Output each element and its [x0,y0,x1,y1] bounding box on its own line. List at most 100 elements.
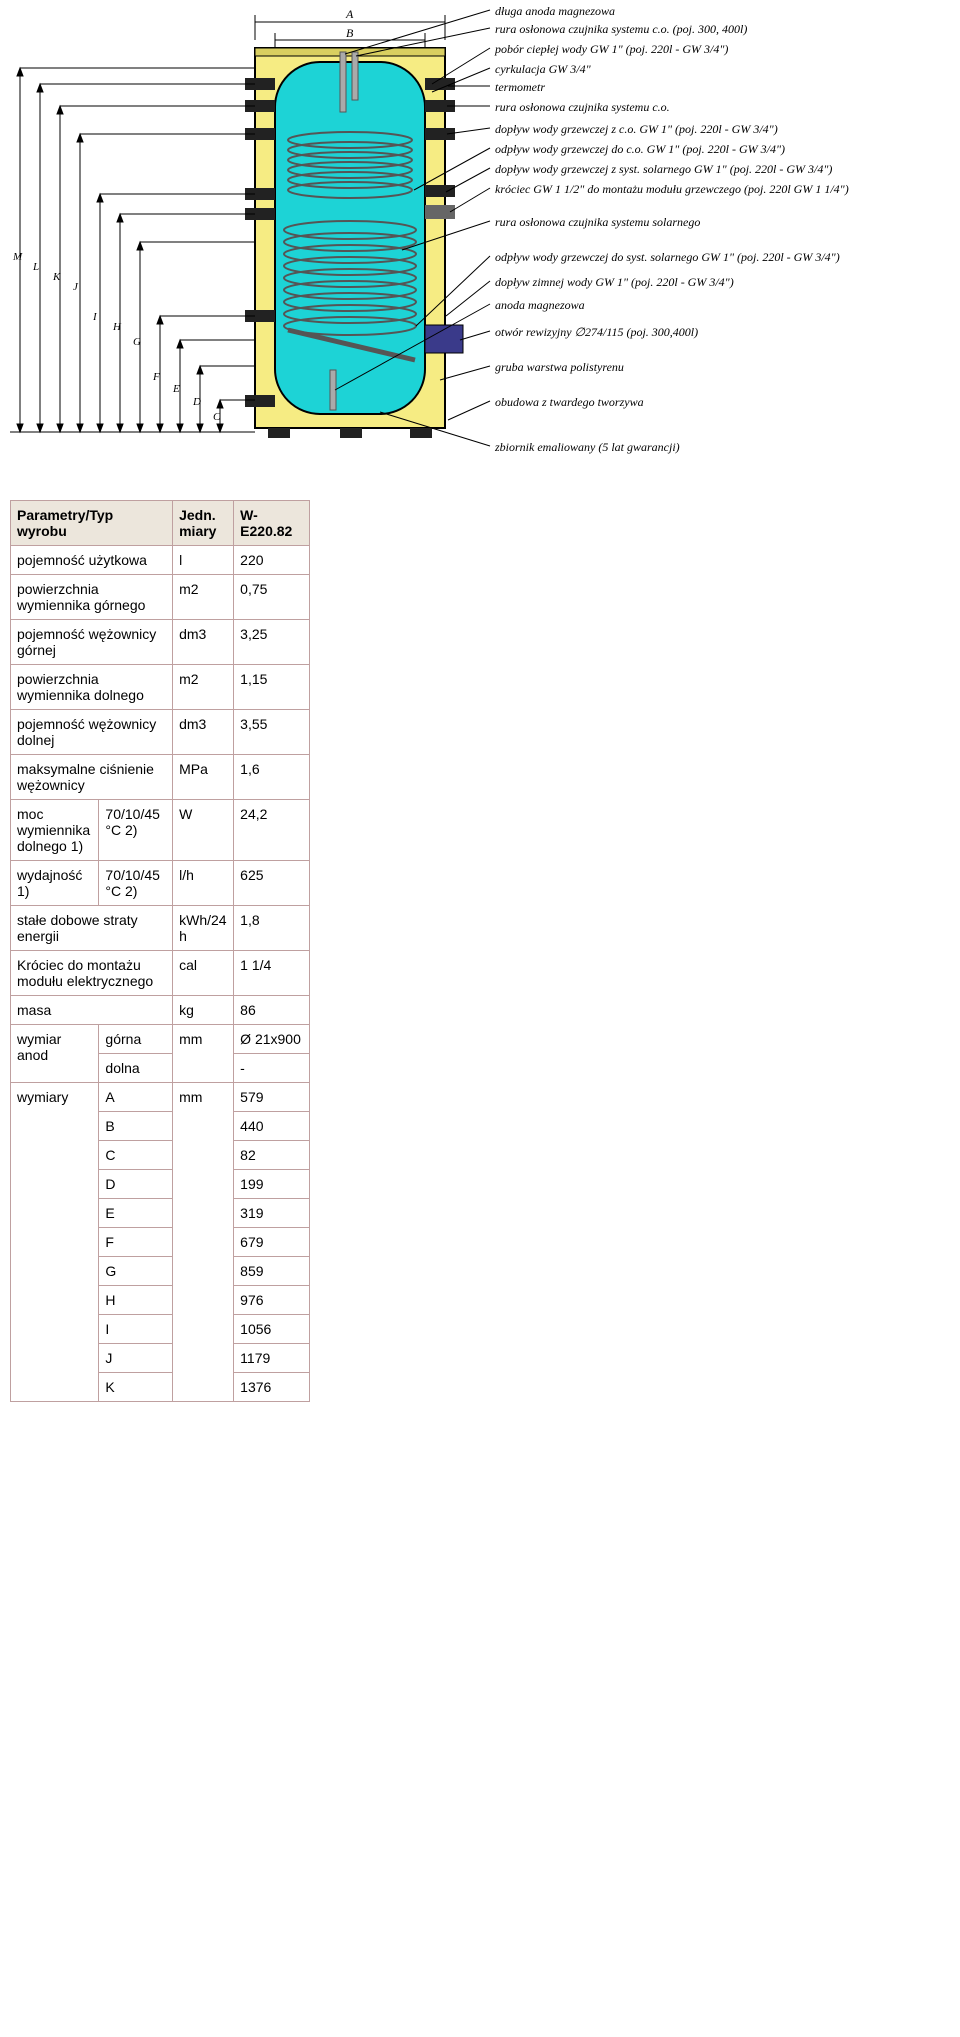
cell-label: stałe dobowe straty energii [11,906,173,951]
cell-label: pojemność użytkowa [11,546,173,575]
cell-unit: dm3 [173,620,234,665]
table-row: powierzchnia wymiennika górnegom20,75 [11,575,310,620]
callout-text: rura osłonowa czujnika systemu c.o. [495,100,670,115]
cell-cond: 70/10/45 °C 2) [99,800,173,861]
cell-sublabel: dolna [99,1054,173,1083]
callout-text: rura osłonowa czujnika systemu c.o. (poj… [495,22,747,37]
cell-label: pojemność wężownicy górnej [11,620,173,665]
cell-val: 3,25 [234,620,310,665]
table-row: wymiaryAmm579 [11,1083,310,1112]
table-row: Króciec do montażu modułu elektrycznegoc… [11,951,310,996]
header-unit: Jedn. miary [173,501,234,546]
tank-diagram-svg: A B [0,0,960,480]
table-row: wydajność 1) 70/10/45 °C 2) l/h 625 [11,861,310,906]
cell-val: 579 [234,1083,310,1112]
cell-val: 24,2 [234,800,310,861]
cell-label: maksymalne ciśnienie wężownicy [11,755,173,800]
cell-sublabel: E [99,1199,173,1228]
cell-unit: W [173,800,234,861]
cell-label: masa [11,996,173,1025]
table-header-row: Parametry/Typ wyrobu Jedn. miary W-E220.… [11,501,310,546]
cell-unit: l [173,546,234,575]
table-row: pojemność użytkowal220 [11,546,310,575]
callout-text: zbiornik emaliowany (5 lat gwarancji) [495,440,680,455]
callout-text: gruba warstwa polistyrenu [495,360,624,375]
spec-table-container: Parametry/Typ wyrobu Jedn. miary W-E220.… [10,500,960,1402]
callout-text: dopływ zimnej wody GW 1" (poj. 220l - GW… [495,275,734,290]
cell-sublabel: C [99,1141,173,1170]
cell-val: - [234,1054,310,1083]
callout-text: anoda magnezowa [495,298,585,313]
cell-unit: MPa [173,755,234,800]
cell-sublabel: J [99,1344,173,1373]
cell-val: 625 [234,861,310,906]
cell-val: 976 [234,1286,310,1315]
cell-sublabel: K [99,1373,173,1402]
callout-text: rura osłonowa czujnika systemu solarnego [495,215,700,230]
header-model: W-E220.82 [234,501,310,546]
cell-val: 1056 [234,1315,310,1344]
table-row: wymiar anodgórnammØ 21x900 [11,1025,310,1054]
cell-unit: l/h [173,861,234,906]
cell-unit: kg [173,996,234,1025]
cell-val: 679 [234,1228,310,1257]
table-row: maksymalne ciśnienie wężownicyMPa1,6 [11,755,310,800]
cell-val: 1,15 [234,665,310,710]
callout-text: króciec GW 1 1/2" do montażu modułu grze… [495,182,849,197]
cell-sublabel: B [99,1112,173,1141]
header-param: Parametry/Typ wyrobu [11,501,173,546]
cell-unit: mm [173,1083,234,1402]
callout-text: cyrkulacja GW 3/4" [495,62,591,77]
cell-unit: cal [173,951,234,996]
cell-cond: 70/10/45 °C 2) [99,861,173,906]
cell-unit: dm3 [173,710,234,755]
callout-text: otwór rewizyjny ∅274/115 (poj. 300,400l) [495,325,698,340]
cell-val: 440 [234,1112,310,1141]
cell-label: Króciec do montażu modułu elektrycznego [11,951,173,996]
cell-val: 82 [234,1141,310,1170]
cell-val: 1179 [234,1344,310,1373]
cell-label: powierzchnia wymiennika dolnego [11,665,173,710]
cell-sublabel: G [99,1257,173,1286]
cell-sublabel: F [99,1228,173,1257]
top-dimensions: A B [255,7,445,48]
table-row: powierzchnia wymiennika dolnegom21,15 [11,665,310,710]
cell-unit: kWh/24h [173,906,234,951]
cell-unit: mm [173,1025,234,1083]
cell-sublabel: H [99,1286,173,1315]
cell-val: 1 1/4 [234,951,310,996]
cell-val: 0,75 [234,575,310,620]
cell-label: pojemność wężownicy dolnej [11,710,173,755]
diagram-container: A B [0,0,960,480]
cell-val: 199 [234,1170,310,1199]
cell-unit: m2 [173,575,234,620]
cell-group-label: wymiar anod [11,1025,99,1083]
callout-text: dopływ wody grzewczej z syst. solarnego … [495,162,832,177]
cell-val: 3,55 [234,710,310,755]
cell-label: wydajność 1) [11,861,99,906]
cell-val: 859 [234,1257,310,1286]
callout-text: odpływ wody grzewczej do c.o. GW 1" (poj… [495,142,785,157]
callout-text: długa anoda magnezowa [495,4,615,19]
callout-text: pobór ciepłej wody GW 1" (poj. 220l - GW… [495,42,728,57]
cell-sublabel: I [99,1315,173,1344]
table-row: pojemność wężownicy dolnejdm33,55 [11,710,310,755]
cell-val: 1376 [234,1373,310,1402]
cell-unit: m2 [173,665,234,710]
table-row: stałe dobowe straty energiikWh/24h1,8 [11,906,310,951]
cell-label: powierzchnia wymiennika górnego [11,575,173,620]
cell-val: 1,8 [234,906,310,951]
cell-val: 86 [234,996,310,1025]
callout-text: odpływ wody grzewczej do syst. solarnego… [495,250,840,265]
callout-text: obudowa z twardego tworzywa [495,395,644,410]
cell-val: 220 [234,546,310,575]
cell-sublabel: górna [99,1025,173,1054]
cell-group-label: wymiary [11,1083,99,1402]
cell-val: Ø 21x900 [234,1025,310,1054]
cell-sublabel: D [99,1170,173,1199]
cell-val: 319 [234,1199,310,1228]
svg-text:B: B [346,26,354,40]
cell-sublabel: A [99,1083,173,1112]
cell-val: 1,6 [234,755,310,800]
table-row: moc wymiennika dolnego 1) 70/10/45 °C 2)… [11,800,310,861]
